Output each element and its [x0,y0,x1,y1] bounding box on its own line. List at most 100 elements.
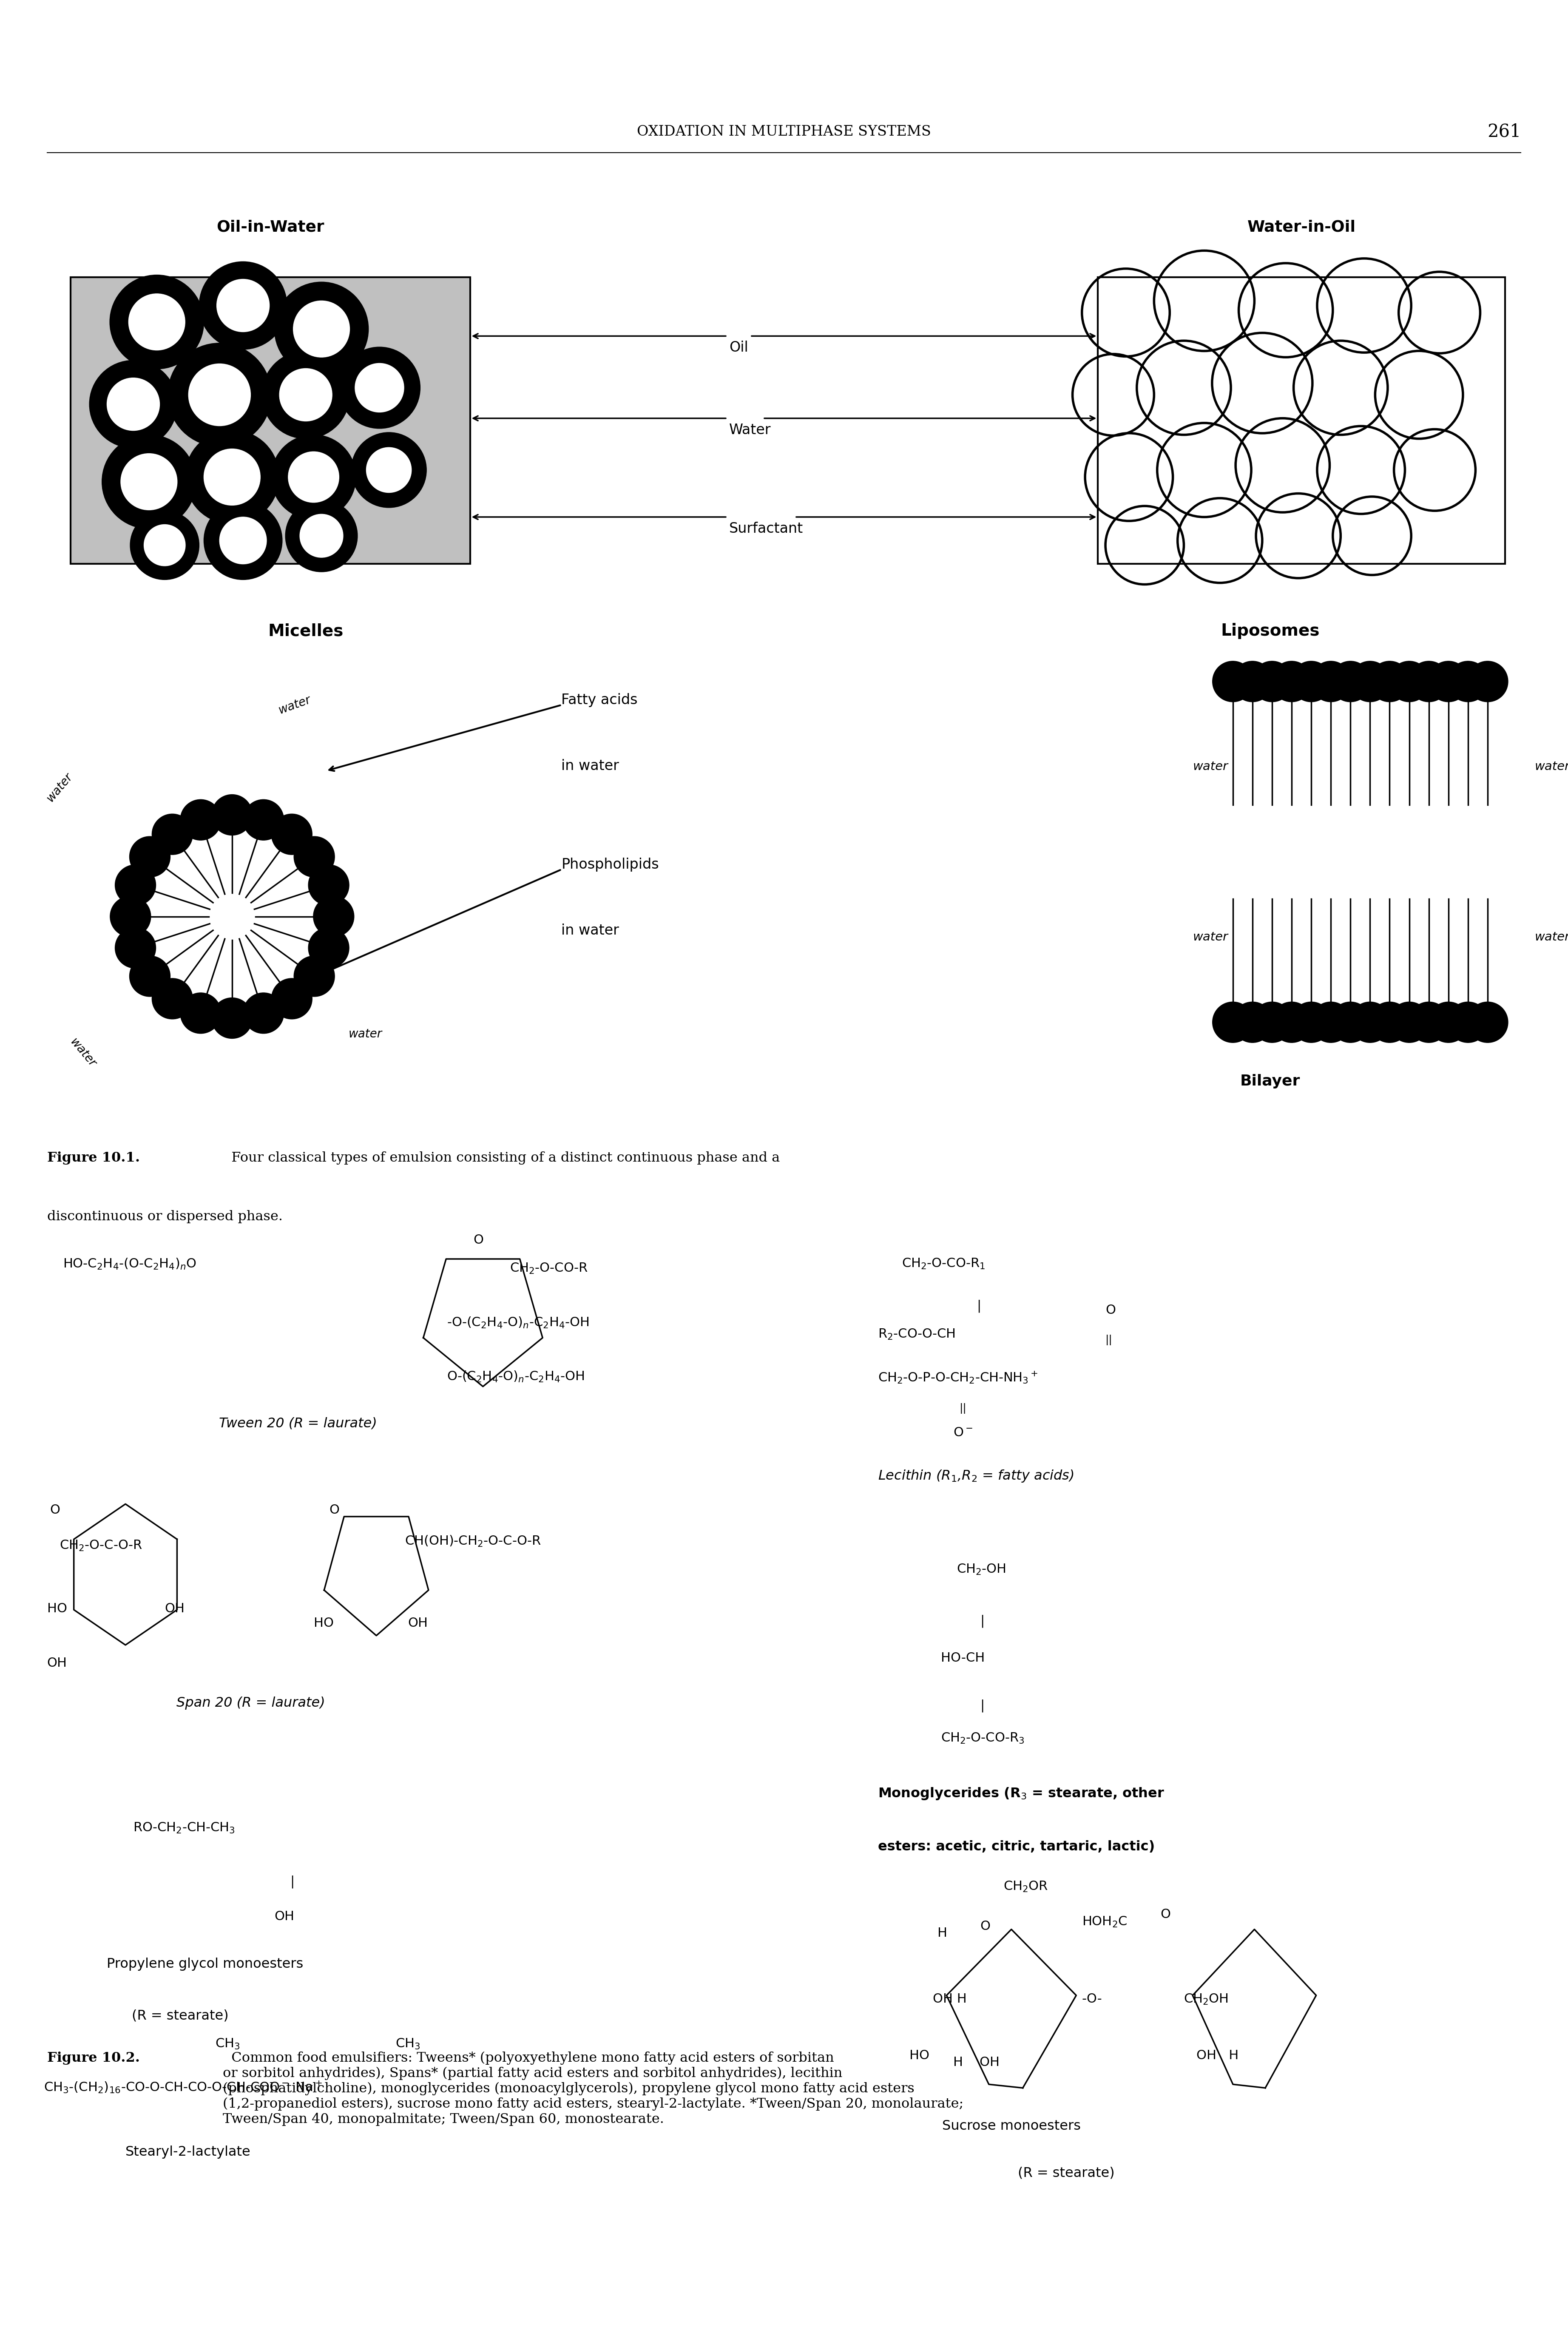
Circle shape [1350,1001,1391,1043]
Text: Four classical types of emulsion consisting of a distinct continuous phase and a: Four classical types of emulsion consist… [223,1152,779,1166]
Text: OH: OH [47,1657,67,1668]
Text: O$^-$: O$^-$ [953,1426,972,1438]
Text: CH$_2$-OH: CH$_2$-OH [956,1563,1005,1577]
Circle shape [89,360,177,449]
Text: Figure 10.1.: Figure 10.1. [47,1152,140,1166]
Text: O: O [1160,1908,1171,1920]
Text: CH$_2$-O-CO-R$_1$: CH$_2$-O-CO-R$_1$ [902,1257,985,1271]
Circle shape [168,343,271,446]
Text: Micelles: Micelles [268,623,343,639]
Circle shape [367,447,411,494]
Circle shape [354,364,405,411]
Circle shape [110,895,151,938]
Circle shape [1330,660,1370,703]
Circle shape [243,799,284,841]
Text: R$_2$-CO-O-CH: R$_2$-CO-O-CH [878,1328,955,1342]
Circle shape [114,865,155,905]
Circle shape [1428,1001,1469,1043]
Circle shape [114,928,155,968]
Text: O: O [50,1504,60,1516]
Circle shape [1212,1001,1253,1043]
Text: CH$_2$-O-P-O-CH$_2$-CH-NH$_3$$^+$: CH$_2$-O-P-O-CH$_2$-CH-NH$_3$$^+$ [878,1370,1038,1384]
Text: Oil-in-Water: Oil-in-Water [216,219,325,235]
Circle shape [285,501,358,571]
Circle shape [1468,1001,1508,1043]
Text: (R = stearate): (R = stearate) [1018,2167,1115,2181]
Circle shape [102,435,196,529]
Text: CH$_3$-(CH$_2$)$_{16}$-CO-O-CH-CO-O-CH-COO$^-$ Na$^+$: CH$_3$-(CH$_2$)$_{16}$-CO-O-CH-CO-O-CH-C… [44,2080,323,2094]
Circle shape [107,378,160,430]
Text: Stearyl-2-lactylate: Stearyl-2-lactylate [125,2146,251,2160]
Circle shape [216,280,270,331]
Circle shape [1408,660,1449,703]
Text: Figure 10.2.: Figure 10.2. [47,2052,140,2066]
Circle shape [314,895,354,938]
Circle shape [152,978,193,1020]
Text: O: O [980,1920,991,1932]
Text: CH$_2$OH: CH$_2$OH [1184,1993,1228,2007]
Circle shape [289,451,339,503]
Text: Tween 20 (R = laurate): Tween 20 (R = laurate) [220,1417,376,1431]
Circle shape [180,992,221,1034]
Circle shape [1408,1001,1449,1043]
Text: O: O [329,1504,340,1516]
Circle shape [339,348,420,428]
Text: Water: Water [729,423,771,437]
Text: OXIDATION IN MULTIPHASE SYSTEMS: OXIDATION IN MULTIPHASE SYSTEMS [637,125,931,139]
Circle shape [188,364,251,425]
Text: OH   H: OH H [1196,2049,1239,2061]
Circle shape [212,794,252,834]
Text: Common food emulsifiers: Tweens* (polyoxyethylene mono fatty acid esters of sorb: Common food emulsifiers: Tweens* (polyox… [223,2052,963,2127]
Text: esters: acetic, citric, tartaric, lactic): esters: acetic, citric, tartaric, lactic… [878,1840,1156,1854]
Circle shape [1428,660,1469,703]
Text: Propylene glycol monoesters: Propylene glycol monoesters [107,1958,303,1972]
Text: in water: in water [561,924,619,938]
Circle shape [293,301,350,357]
Circle shape [1212,660,1253,703]
Circle shape [1251,660,1292,703]
Circle shape [1369,660,1410,703]
Text: Oil: Oil [729,341,748,355]
Circle shape [1389,1001,1430,1043]
Circle shape [1251,1001,1292,1043]
Text: Surfactant: Surfactant [729,522,803,536]
Bar [1098,277,1505,564]
Circle shape [1330,1001,1370,1043]
Circle shape [1232,1001,1273,1043]
Text: OH: OH [408,1617,428,1629]
Circle shape [185,430,279,524]
Text: water: water [1535,931,1568,942]
Circle shape [220,517,267,564]
Text: RO-CH$_2$-CH-CH$_3$: RO-CH$_2$-CH-CH$_3$ [133,1821,235,1835]
Text: Fatty acids: Fatty acids [561,693,638,707]
Text: water: water [1193,761,1228,773]
Text: discontinuous or dispersed phase.: discontinuous or dispersed phase. [47,1210,282,1224]
Circle shape [180,799,221,841]
Text: O: O [1105,1304,1116,1316]
Circle shape [271,435,356,519]
Text: water: water [1535,761,1568,773]
Circle shape [1290,1001,1331,1043]
Circle shape [1232,660,1273,703]
Circle shape [309,865,350,905]
Text: HO: HO [47,1603,67,1614]
Circle shape [152,813,193,855]
Text: Bilayer: Bilayer [1240,1074,1300,1088]
Text: CH$_3$: CH$_3$ [395,2037,420,2052]
Text: H    OH: H OH [953,2056,1000,2068]
Circle shape [129,294,185,350]
Text: |: | [980,1614,985,1629]
Circle shape [299,515,343,557]
Circle shape [1272,1001,1312,1043]
Circle shape [1369,1001,1410,1043]
Text: ||: || [1105,1335,1113,1347]
Text: CH(OH)-CH$_2$-O-C-O-R: CH(OH)-CH$_2$-O-C-O-R [405,1535,541,1549]
Text: Span 20 (R = laurate): Span 20 (R = laurate) [177,1697,325,1711]
Circle shape [130,956,171,996]
Text: CH$_3$: CH$_3$ [215,2037,240,2052]
Circle shape [309,928,350,968]
Text: water: water [348,1027,383,1041]
Text: water: water [1193,931,1228,942]
Text: Monoglycerides (R$_3$ = stearate, other: Monoglycerides (R$_3$ = stearate, other [878,1786,1165,1800]
Circle shape [1272,660,1312,703]
